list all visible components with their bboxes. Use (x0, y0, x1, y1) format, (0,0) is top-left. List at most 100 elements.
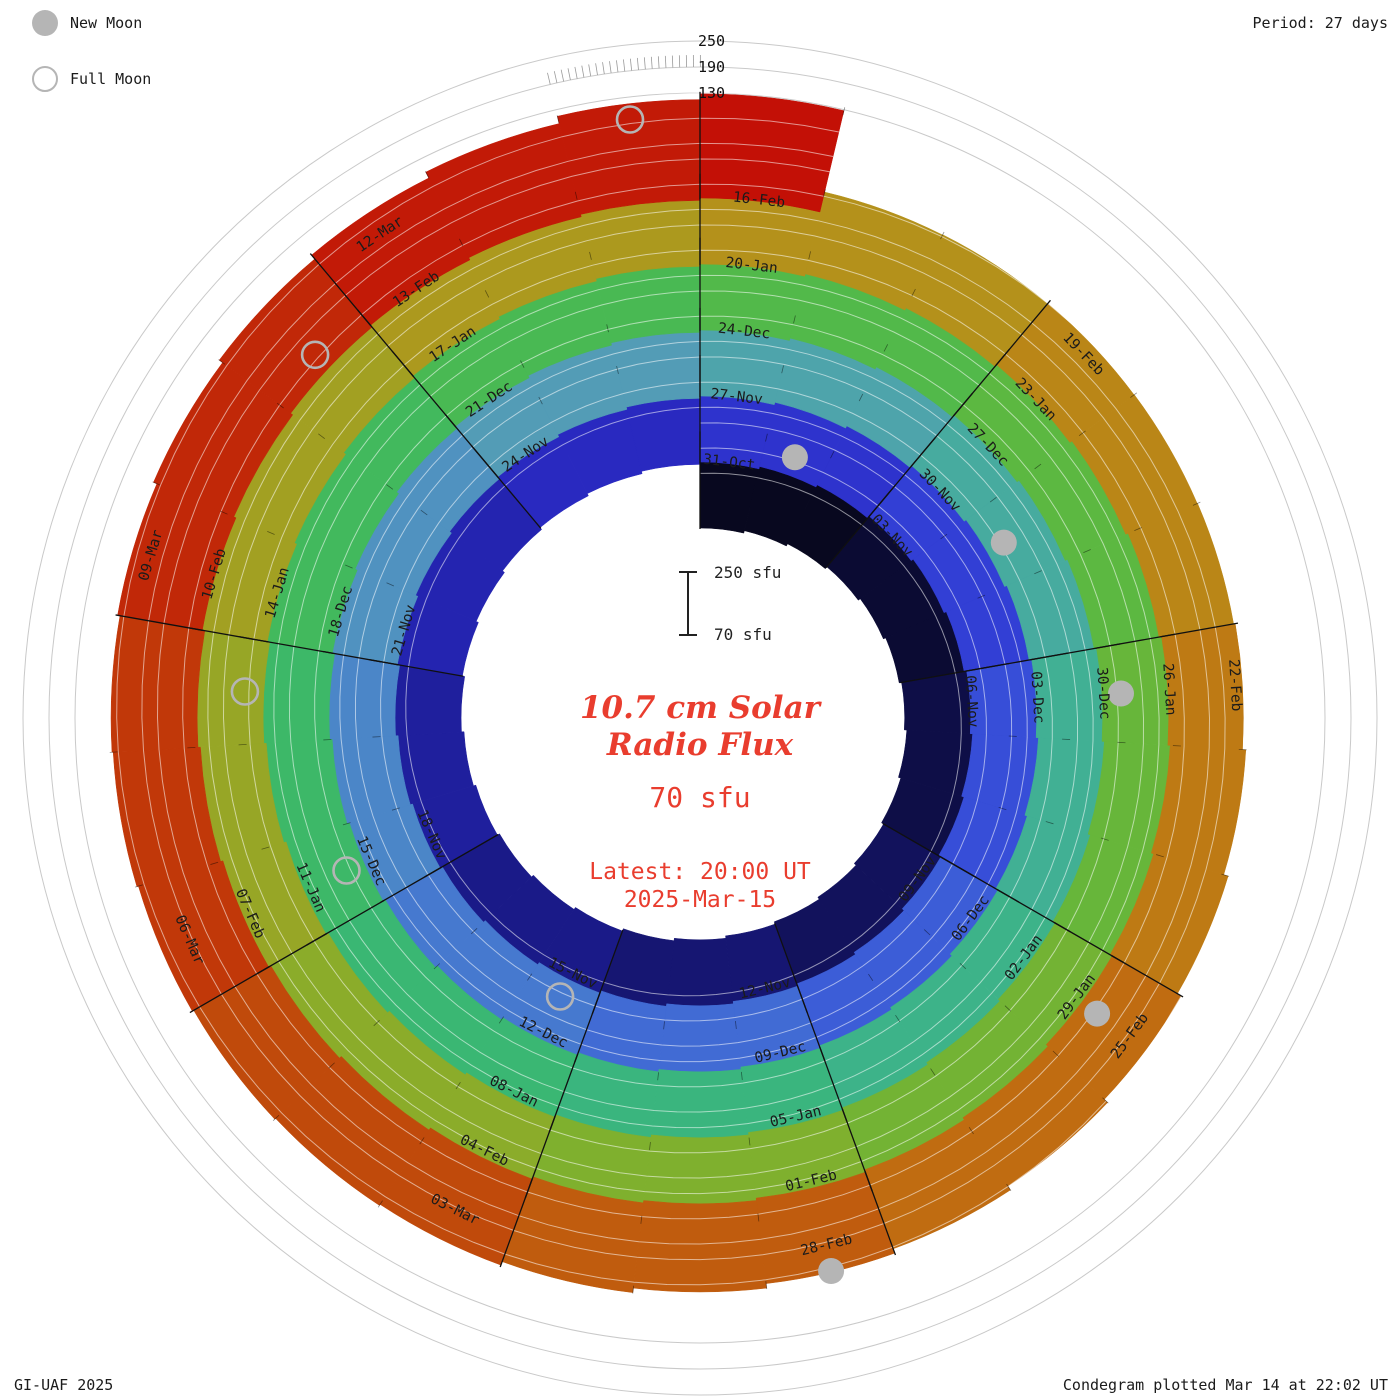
segment-divider (322, 650, 399, 666)
apex-tick (657, 56, 660, 69)
daily-tick (1052, 1050, 1060, 1057)
daily-tick (632, 1285, 635, 1294)
daily-tick (842, 107, 846, 116)
daily-tick (135, 884, 143, 888)
daily-tick (1102, 1097, 1109, 1104)
daily-tick (1221, 873, 1230, 877)
scale-bar-axis (687, 572, 689, 636)
segment-divider (1111, 954, 1184, 998)
chart-title-line2: Radio Flux (606, 727, 794, 763)
apex-tick (574, 66, 578, 79)
daily-tick (998, 807, 1007, 811)
flux-bar (557, 99, 701, 215)
daily-tick (830, 450, 835, 459)
segment-divider (864, 1171, 897, 1256)
segment-divider (574, 991, 601, 1063)
daily-tick (318, 433, 325, 439)
daily-tick (911, 288, 916, 297)
daily-tick (425, 171, 430, 179)
apex-tick (609, 61, 612, 74)
daily-tick (342, 822, 351, 826)
daily-tick (1100, 837, 1109, 841)
segment-divider (1160, 622, 1239, 638)
daily-tick (276, 402, 284, 409)
daily-tick (748, 1137, 751, 1146)
date-label: 16-Feb (732, 189, 786, 211)
daily-tick (556, 115, 560, 124)
full-moon-legend-label: Full Moon (70, 70, 152, 88)
daily-tick (267, 530, 275, 535)
date-label: 03-Dec (1027, 671, 1046, 724)
date-label: 26-Jan (1159, 663, 1178, 716)
daily-tick (1130, 392, 1138, 398)
daily-tick (968, 1126, 974, 1135)
daily-tick (808, 251, 812, 260)
daily-tick (959, 963, 967, 970)
period-label: Period: 27 days (1252, 14, 1388, 32)
apex-tick (636, 57, 639, 70)
latest-reading: Latest: 20:00 UT 2025-Mar-15 (400, 858, 1000, 914)
daily-tick (765, 1281, 768, 1290)
apex-tick (553, 71, 558, 83)
daily-tick (868, 973, 874, 981)
full-moon-marker (545, 982, 575, 1011)
new-moon-marker (818, 1258, 845, 1284)
apex-tick (547, 72, 551, 85)
date-label: 30-Dec (1093, 667, 1112, 720)
daily-tick (657, 1072, 659, 1081)
date-label: 06-Nov (962, 675, 981, 729)
apex-tick (650, 56, 653, 69)
apex-tick (623, 59, 626, 72)
chart-title: 10.7 cm Solar Radio Flux (400, 690, 1000, 764)
daily-tick (1006, 1183, 1012, 1192)
daily-tick (989, 496, 997, 503)
daily-tick (1192, 501, 1201, 506)
flux-bar (633, 1200, 767, 1293)
new-moon-legend-label: New Moon (70, 14, 143, 32)
daily-tick (735, 1020, 737, 1030)
scale-bar-min-label: 70 sfu (714, 625, 772, 644)
daily-tick (220, 510, 228, 515)
daily-tick (858, 393, 864, 402)
flux-scale-circle (48, 66, 1352, 1370)
daily-tick (1034, 463, 1042, 470)
daily-tick (616, 366, 619, 374)
full-moon-marker (230, 677, 260, 706)
daily-tick (923, 929, 931, 936)
full-moon-icon (32, 66, 58, 92)
apex-tick (671, 55, 674, 68)
new-moon-marker (1108, 680, 1134, 707)
daily-tick (606, 324, 609, 333)
daily-tick (152, 481, 161, 486)
flux-gridline-spiral (141, 142, 1226, 1261)
daily-tick (1004, 1005, 1012, 1012)
plotted-label: Condegram plotted Mar 14 at 22:02 UT (1062, 1376, 1388, 1394)
segment-divider (819, 1046, 848, 1122)
daily-tick (895, 1014, 901, 1023)
apex-tick (616, 60, 619, 73)
date-label: 20-Jan (725, 255, 779, 277)
daily-tick (210, 861, 219, 865)
daily-tick (420, 509, 428, 516)
daily-tick (765, 433, 768, 442)
daily-tick (940, 231, 945, 240)
daily-tick (977, 594, 986, 599)
flux-scale-circle (22, 40, 1378, 1396)
apex-tick (602, 62, 605, 75)
daily-tick (589, 251, 592, 260)
flux-bar (657, 1003, 743, 1080)
daily-tick (261, 846, 270, 850)
daily-tick (377, 1200, 383, 1208)
daily-tick (1083, 549, 1091, 553)
daily-tick (757, 1213, 760, 1222)
daily-tick (823, 189, 826, 197)
daily-tick (345, 564, 353, 569)
apex-tick (595, 63, 598, 76)
segment-divider (499, 1177, 534, 1268)
flux-axis-label: 130 (698, 84, 725, 102)
daily-tick (1156, 854, 1164, 858)
daily-tick (1034, 570, 1042, 575)
segment-divider (379, 866, 442, 904)
